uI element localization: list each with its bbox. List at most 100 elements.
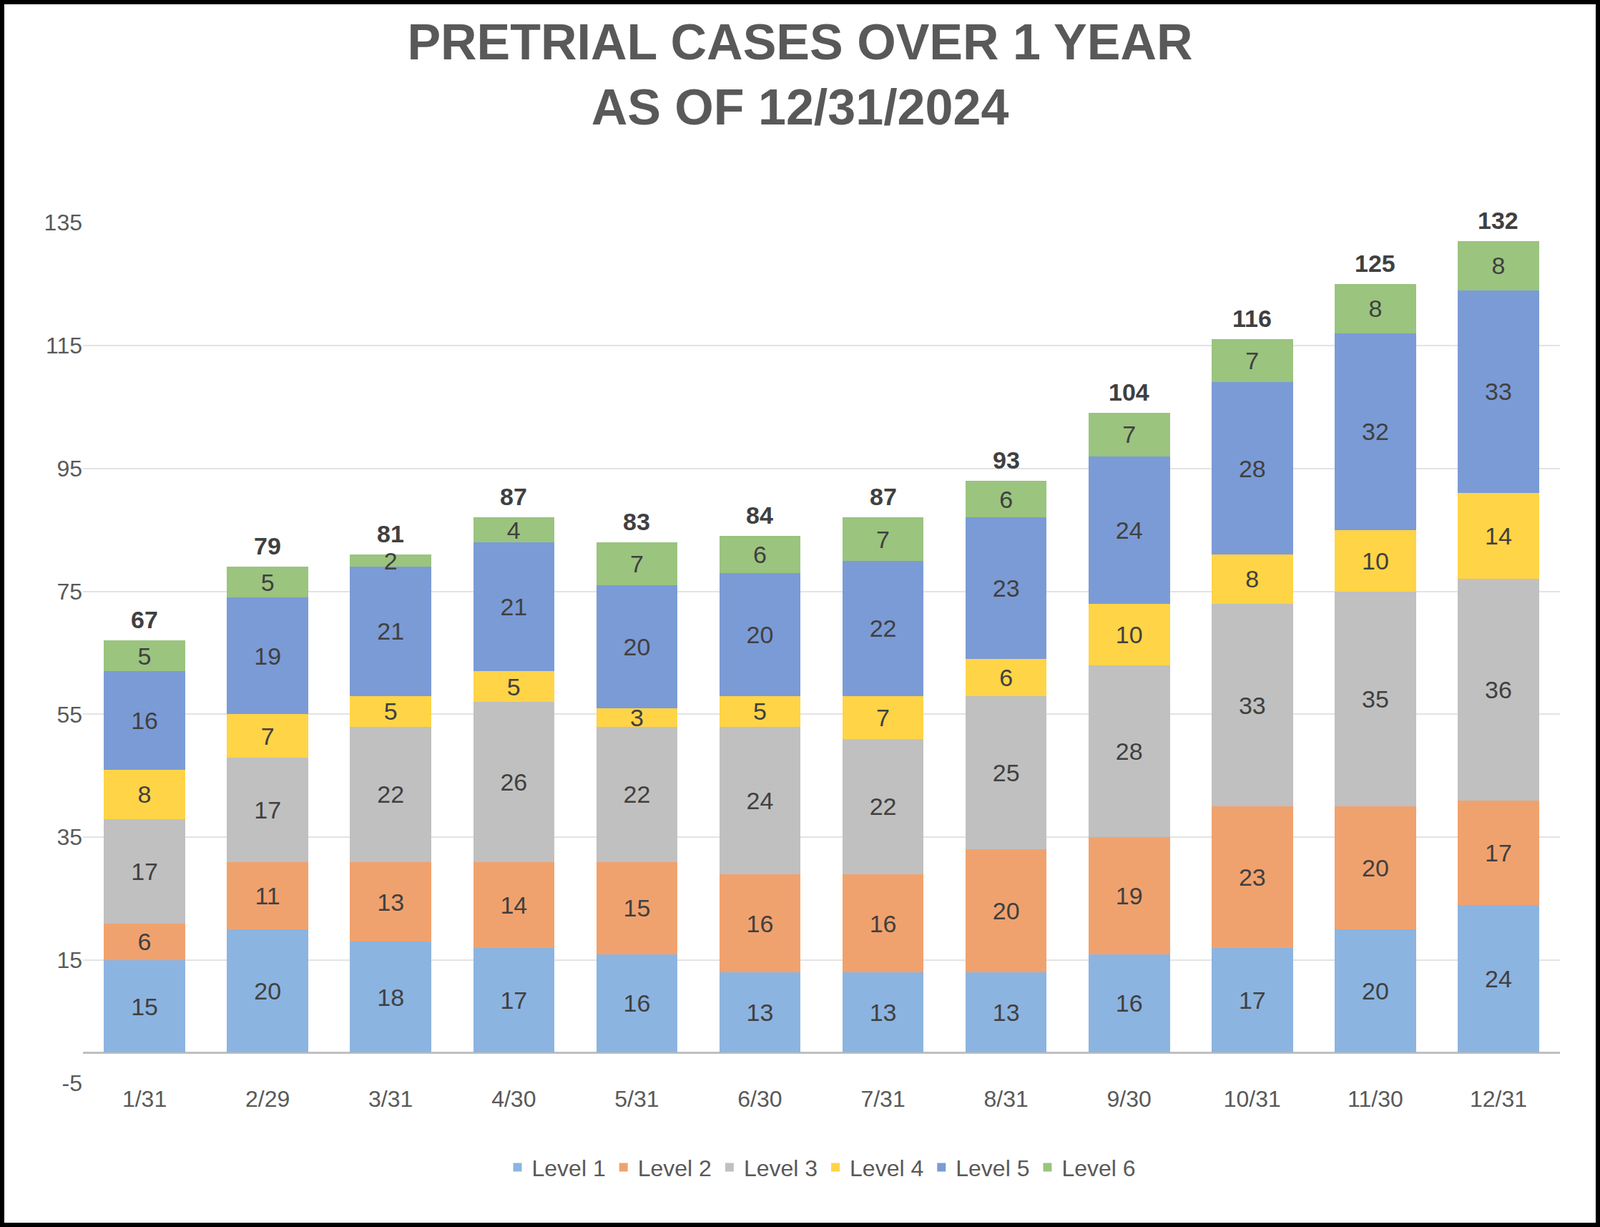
- svg-text:2/29: 2/29: [245, 1085, 290, 1112]
- svg-text:16: 16: [622, 989, 651, 1017]
- svg-text:Level 4: Level 4: [849, 1155, 924, 1181]
- svg-text:22: 22: [869, 614, 897, 642]
- svg-text:16: 16: [1115, 989, 1143, 1017]
- svg-text:17: 17: [1238, 986, 1266, 1014]
- svg-text:5/31: 5/31: [614, 1085, 659, 1112]
- svg-text:7/31: 7/31: [860, 1085, 905, 1112]
- svg-text:13: 13: [869, 998, 897, 1026]
- svg-text:6: 6: [999, 663, 1013, 691]
- svg-text:75: 75: [56, 578, 83, 605]
- svg-text:8/31: 8/31: [983, 1085, 1028, 1112]
- svg-text:5: 5: [261, 568, 275, 596]
- svg-text:1/31: 1/31: [122, 1085, 167, 1112]
- svg-text:13: 13: [746, 998, 774, 1026]
- svg-text:20: 20: [1361, 854, 1390, 882]
- svg-text:24: 24: [1484, 964, 1513, 993]
- svg-text:3/31: 3/31: [368, 1085, 413, 1112]
- svg-text:13: 13: [992, 998, 1020, 1026]
- svg-text:15: 15: [622, 894, 651, 922]
- svg-text:67: 67: [130, 605, 159, 633]
- svg-text:10: 10: [1361, 547, 1390, 575]
- svg-text:4/30: 4/30: [491, 1085, 536, 1112]
- svg-text:20: 20: [992, 896, 1020, 925]
- svg-text:8: 8: [138, 780, 152, 808]
- svg-text:18: 18: [376, 983, 405, 1011]
- svg-text:14: 14: [1484, 522, 1513, 550]
- svg-text:20: 20: [253, 977, 282, 1005]
- svg-text:21: 21: [376, 617, 405, 645]
- svg-text:Level 3: Level 3: [743, 1155, 818, 1181]
- svg-text:25: 25: [992, 758, 1020, 787]
- svg-text:125: 125: [1354, 249, 1396, 277]
- svg-text:32: 32: [1361, 417, 1390, 445]
- svg-text:81: 81: [376, 519, 405, 548]
- svg-text:35: 35: [1361, 685, 1390, 713]
- svg-text:23: 23: [992, 574, 1020, 602]
- svg-text:17: 17: [253, 796, 282, 824]
- svg-text:22: 22: [869, 792, 897, 820]
- svg-text:24: 24: [1115, 516, 1143, 544]
- svg-text:132: 132: [1477, 206, 1519, 234]
- svg-text:104: 104: [1108, 378, 1150, 406]
- svg-text:17: 17: [499, 986, 528, 1014]
- svg-text:PRETRIAL CASES OVER 1 YEARAS O: PRETRIAL CASES OVER 1 YEARAS OF 12/31/20…: [406, 14, 1193, 136]
- svg-text:19: 19: [253, 642, 282, 670]
- svg-text:7: 7: [1122, 420, 1136, 448]
- svg-text:83: 83: [622, 507, 651, 536]
- svg-text:17: 17: [1484, 838, 1513, 867]
- svg-text:33: 33: [1484, 377, 1513, 405]
- svg-text:19: 19: [1115, 881, 1143, 910]
- svg-text:87: 87: [499, 482, 528, 510]
- svg-text:8: 8: [1245, 565, 1259, 593]
- svg-text:Level 5: Level 5: [955, 1155, 1030, 1181]
- svg-text:21: 21: [499, 592, 528, 621]
- svg-text:10/31: 10/31: [1223, 1085, 1282, 1112]
- svg-text:7: 7: [261, 722, 275, 750]
- svg-text:14: 14: [499, 891, 528, 919]
- svg-text:116: 116: [1232, 304, 1272, 332]
- svg-text:8: 8: [1491, 251, 1505, 279]
- svg-text:20: 20: [622, 632, 651, 661]
- svg-text:6: 6: [753, 540, 767, 568]
- svg-text:23: 23: [1238, 863, 1266, 891]
- svg-text:13: 13: [376, 888, 405, 916]
- svg-text:55: 55: [56, 701, 83, 728]
- svg-text:22: 22: [376, 780, 405, 808]
- svg-text:95: 95: [56, 455, 83, 482]
- svg-text:84: 84: [745, 501, 774, 529]
- svg-text:135: 135: [44, 209, 83, 236]
- svg-text:5: 5: [384, 697, 398, 725]
- svg-text:16: 16: [130, 706, 159, 734]
- svg-text:17: 17: [130, 857, 159, 885]
- svg-text:2: 2: [384, 547, 398, 575]
- svg-text:79: 79: [253, 532, 282, 560]
- svg-text:16: 16: [746, 909, 774, 937]
- svg-text:115: 115: [45, 332, 83, 359]
- svg-text:Level 1: Level 1: [532, 1155, 606, 1181]
- svg-text:22: 22: [622, 780, 651, 808]
- svg-text:11: 11: [254, 881, 280, 910]
- svg-text:7: 7: [876, 703, 890, 731]
- svg-text:15: 15: [130, 992, 159, 1020]
- svg-text:10: 10: [1115, 620, 1143, 649]
- svg-text:6: 6: [999, 485, 1013, 513]
- svg-text:5: 5: [507, 673, 521, 701]
- svg-text:35: 35: [56, 823, 83, 850]
- svg-text:36: 36: [1484, 675, 1513, 704]
- svg-text:11/30: 11/30: [1347, 1085, 1404, 1112]
- svg-text:7: 7: [1245, 346, 1259, 375]
- svg-text:93: 93: [992, 446, 1020, 474]
- svg-text:6: 6: [138, 927, 152, 955]
- svg-text:Level 6: Level 6: [1061, 1155, 1136, 1181]
- svg-text:7: 7: [630, 550, 644, 578]
- svg-text:Level 2: Level 2: [637, 1155, 712, 1181]
- svg-text:20: 20: [746, 620, 774, 649]
- svg-text:16: 16: [869, 909, 897, 937]
- svg-text:15: 15: [56, 946, 83, 973]
- svg-text:3: 3: [630, 703, 644, 731]
- svg-text:26: 26: [499, 768, 528, 796]
- svg-text:33: 33: [1238, 691, 1266, 719]
- svg-text:9/30: 9/30: [1107, 1085, 1152, 1112]
- svg-text:87: 87: [869, 482, 897, 510]
- svg-text:12/31: 12/31: [1469, 1085, 1528, 1112]
